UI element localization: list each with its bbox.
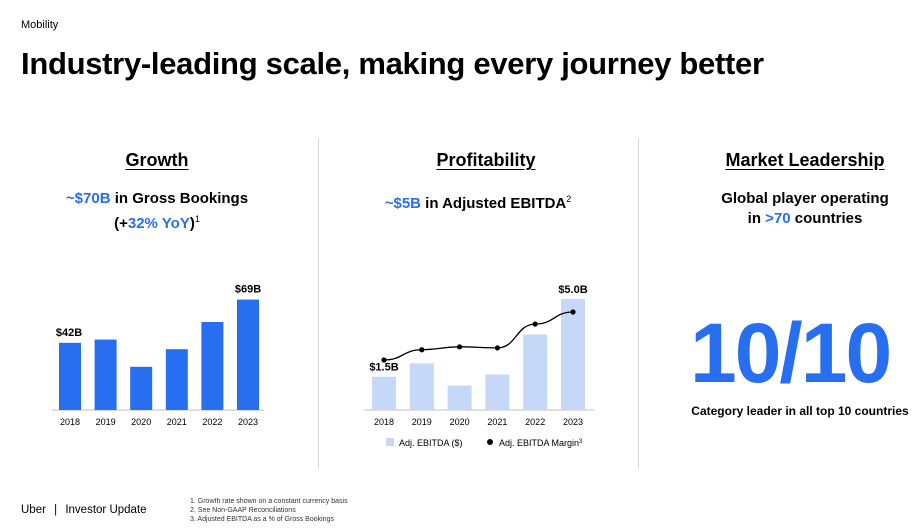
ebitda-margin-point <box>494 345 500 351</box>
profitability-tick-label: 2020 <box>450 417 470 427</box>
growth-bar <box>130 366 153 410</box>
category-leader-caption: Category leader in all top 10 countries <box>691 404 909 418</box>
legend-swatch-ebitda <box>386 438 394 446</box>
footer-brand: Uber | Investor Update <box>21 504 147 516</box>
legend-label-margin: Adj. EBITDA Margin3 <box>499 438 583 448</box>
profitability-tick-label: 2019 <box>412 417 432 427</box>
ebitda-margin-point <box>419 347 425 353</box>
gross-bookings-value: ~$70B <box>65 190 111 207</box>
footnote-marker: 2 <box>566 194 572 204</box>
growth-bar <box>59 342 81 410</box>
category-leader-stat: 10/10 <box>690 306 892 400</box>
ebitda-margin-point <box>570 309 576 315</box>
growth-heading: Growth <box>125 150 189 170</box>
footnote: 3. Adjusted EBITDA as a % of Gross Booki… <box>190 516 334 523</box>
leadership-line2-end: countries <box>790 210 863 227</box>
profitability-data-label: $5.0B <box>558 284 587 296</box>
growth-tick-label: 2018 <box>60 417 80 427</box>
profitability-tick-label: 2018 <box>374 417 394 427</box>
growth-tick-label: 2019 <box>96 417 116 427</box>
paren-close: ) <box>189 215 195 232</box>
adj-ebitda-value: ~$5B <box>384 195 421 212</box>
ebitda-margin-line <box>383 311 574 361</box>
growth-data-label: $42B <box>56 327 82 339</box>
adj-ebitda-label: in Adjusted EBITDA <box>420 195 567 212</box>
ebitda-bar <box>485 374 510 410</box>
ebitda-margin-point <box>457 344 463 350</box>
growth-tick-label: 2020 <box>131 417 151 427</box>
legend-label-ebitda: Adj. EBITDA ($) <box>399 438 463 448</box>
leadership-kpi: Global player operating in >70 countries <box>721 189 889 229</box>
profitability-heading: Profitability <box>436 150 536 170</box>
leadership-heading: Market Leadership <box>725 150 885 170</box>
column-divider <box>638 138 639 468</box>
ebitda-bar <box>372 376 396 410</box>
paren-open: (+ <box>114 215 128 232</box>
growth-tick-label: 2021 <box>167 417 187 427</box>
profitability-tick-label: 2023 <box>563 417 583 427</box>
profitability-tick-label: 2021 <box>487 417 507 427</box>
footnote-marker: 1 <box>194 214 200 224</box>
growth-tick-label: 2023 <box>238 417 258 427</box>
ebitda-bar <box>523 334 548 410</box>
growth-bar <box>237 299 259 410</box>
footnote: 1. Growth rate shown on a constant curre… <box>190 498 348 505</box>
profitability-kpi: ~$5B in Adjusted EBITDA2 <box>385 189 572 214</box>
column-divider <box>318 138 319 468</box>
profitability-tick-label: 2022 <box>525 417 545 427</box>
ebitda-bar <box>447 385 472 410</box>
slide-title: Industry-leading scale, making every jou… <box>21 46 764 81</box>
ebitda-bar <box>561 299 585 410</box>
growth-kpi: ~$70B in Gross Bookings (+32% YoY)1 <box>66 189 248 234</box>
gross-bookings-label: in Gross Bookings <box>110 190 249 207</box>
ebitda-bar <box>409 363 434 410</box>
footnotes: 1. Growth rate shown on a constant curre… <box>190 497 348 524</box>
profitability-data-label: $1.5B <box>369 362 398 374</box>
growth-data-label: $69B <box>235 284 261 296</box>
growth-bar <box>94 339 117 410</box>
growth-tick-label: 2022 <box>202 417 222 427</box>
leadership-line1: Global player operating <box>721 190 889 207</box>
brand-name: Uber <box>21 504 46 516</box>
growth-bar <box>201 322 224 410</box>
legend-footnote-marker: 3 <box>579 439 583 445</box>
ebitda-margin-point <box>532 321 538 327</box>
country-count: >70 <box>765 210 791 227</box>
growth-bar <box>165 349 188 410</box>
section-label: Mobility <box>21 19 59 31</box>
footnote: 2. See Non-GAAP Reconciliations <box>190 507 296 514</box>
footer-separator: | <box>54 504 58 516</box>
ebitda-margin-point <box>381 357 387 363</box>
legend-swatch-margin <box>487 439 493 445</box>
leadership-line2-start: in <box>747 210 766 227</box>
yoy-growth-value: 32% YoY <box>127 215 190 232</box>
document-name: Investor Update <box>65 504 147 516</box>
